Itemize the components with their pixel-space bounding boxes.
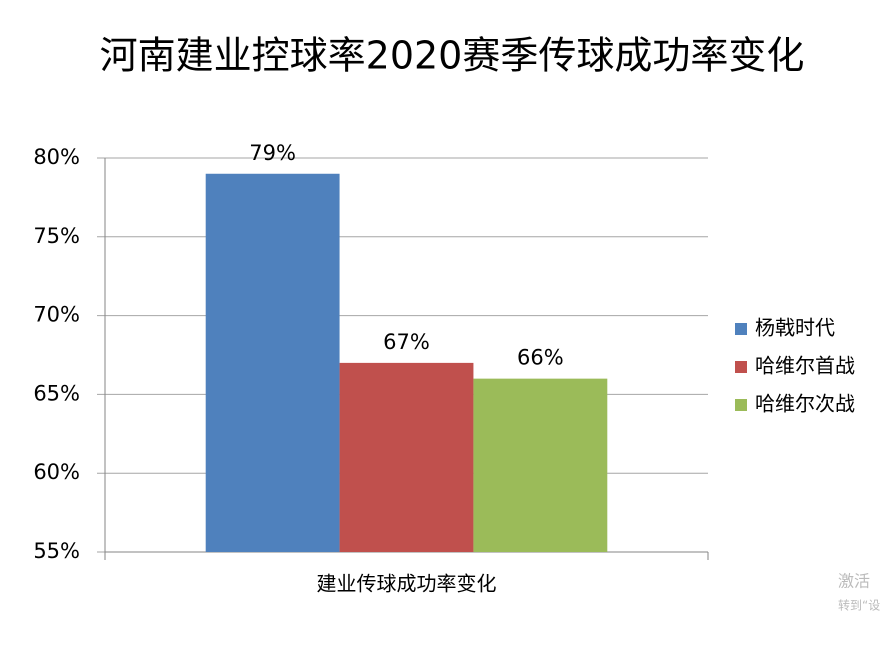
bar xyxy=(339,362,474,552)
value-label: 67% xyxy=(383,330,430,354)
legend-label: 哈维尔次战 xyxy=(755,392,855,416)
y-tick-label: 80% xyxy=(33,145,80,169)
y-tick-label: 75% xyxy=(33,224,80,248)
legend-label: 杨戟时代 xyxy=(755,316,835,340)
y-tick-label: 70% xyxy=(33,303,80,327)
chart-title: 河南建业控球率2020赛季传球成功率变化 xyxy=(100,34,805,78)
watermark: 转到“设 xyxy=(838,598,880,613)
watermark: 激活 xyxy=(838,572,870,591)
legend-label: 哈维尔首战 xyxy=(755,354,855,378)
legend-swatch xyxy=(735,361,747,373)
bar xyxy=(473,378,608,552)
y-tick-label: 55% xyxy=(33,539,80,563)
x-tick-label: 建业传球成功率变化 xyxy=(317,572,497,596)
y-tick-label: 60% xyxy=(33,460,80,484)
bar xyxy=(205,173,340,552)
y-tick-label: 65% xyxy=(33,381,80,405)
legend-swatch xyxy=(735,323,747,335)
value-label: 79% xyxy=(249,141,296,165)
value-label: 66% xyxy=(517,346,564,370)
legend-swatch xyxy=(735,399,747,411)
